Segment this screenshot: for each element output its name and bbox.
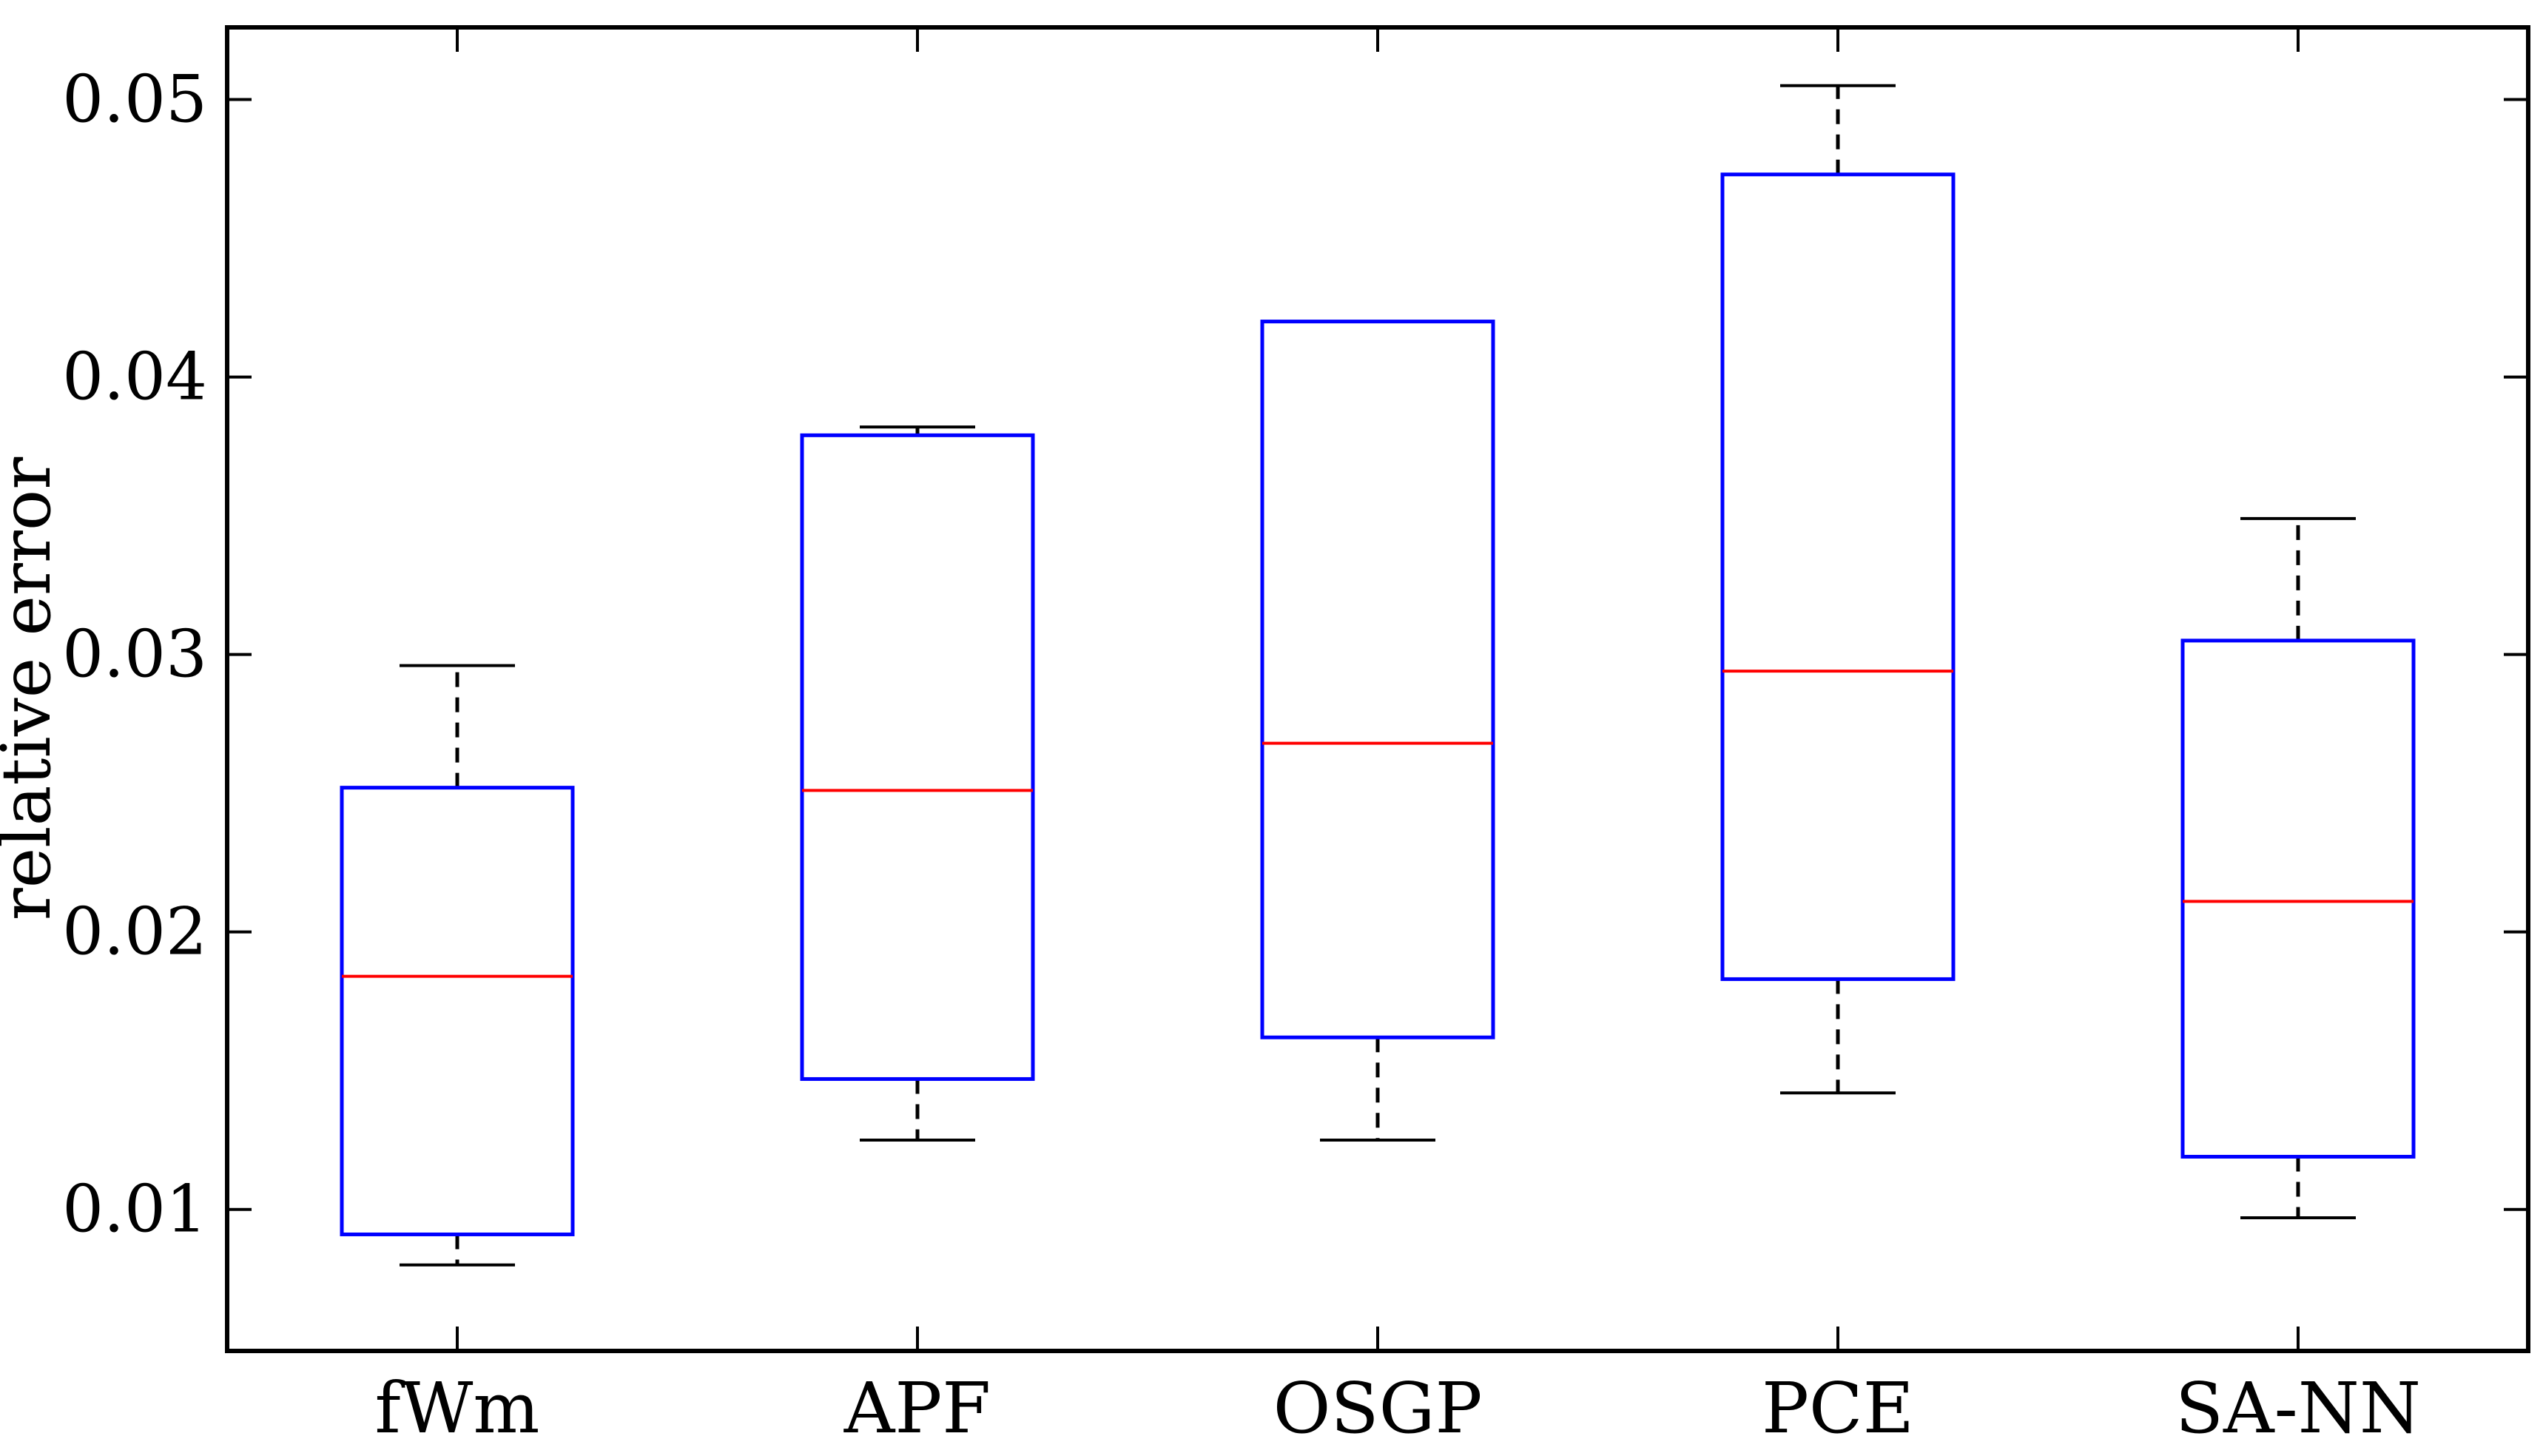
labels-layer: relative error 0.01 0.02 0.03 0.04 0.05 fWm AP… bbox=[0, 61, 2421, 1449]
y-axis-label: relative error bbox=[0, 457, 66, 921]
y-tick-label-0.01: 0.01 bbox=[62, 1171, 207, 1247]
y-tick-label-0.04: 0.04 bbox=[62, 339, 207, 415]
y-tick-label-0.05: 0.05 bbox=[62, 61, 207, 138]
box-fWm bbox=[340, 786, 575, 1236]
y-tick-label-0.03: 0.03 bbox=[62, 616, 207, 692]
x-category-label-PCE: PCE bbox=[1762, 1368, 1914, 1449]
boxes-layer bbox=[340, 172, 2416, 1236]
axes-layer bbox=[225, 25, 2530, 1353]
y-tick-label-0.02: 0.02 bbox=[62, 894, 207, 970]
box-PCE bbox=[1720, 172, 1956, 981]
x-category-label-APF: APF bbox=[843, 1368, 991, 1449]
x-category-label-OSGP: OSGP bbox=[1273, 1368, 1483, 1449]
whiskers-layer bbox=[400, 84, 2356, 1267]
box-SA-NN bbox=[2180, 638, 2416, 1159]
x-category-label-SA-NN: SA-NN bbox=[2175, 1368, 2421, 1449]
box-APF bbox=[800, 433, 1035, 1081]
box-OSGP bbox=[1260, 320, 1495, 1039]
medians-layer bbox=[342, 670, 2414, 978]
x-category-label-fWm: fWm bbox=[375, 1368, 540, 1449]
